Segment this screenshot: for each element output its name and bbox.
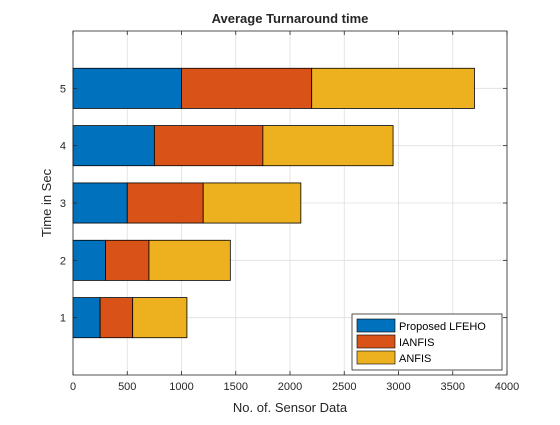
x-tick-label: 0 [70,381,76,393]
bar-anfis-2 [148,239,231,281]
bar-proposed-lfeho-4 [72,125,155,167]
y-tick-label: 1 [60,313,66,325]
bar-ianfis-4 [153,125,264,167]
bar-anfis-5 [311,67,475,109]
bar-proposed-lfeho-3 [72,182,128,224]
bar-ianfis-5 [181,67,313,109]
x-tick-label: 3000 [386,381,410,393]
bar-anfis-4 [262,125,394,167]
x-tick-label: 1500 [224,381,248,393]
y-tick-label: 2 [60,255,66,267]
legend-swatch [356,334,396,349]
legend-swatch [356,350,396,365]
y-tick-label: 5 [60,83,66,95]
x-tick-label: 4000 [495,381,519,393]
ticks: 0 500 1000 1500 2000 2500 3000 3500 4000 1 2 3 4 5 [60,31,519,393]
x-tick-label: 2000 [278,381,302,393]
legend: Proposed LFEHO IANFIS ANFIS [351,313,503,371]
legend-label: ANFIS [399,353,431,365]
y-tick-label: 3 [60,198,66,210]
bar-proposed-lfeho-1 [72,297,101,339]
x-tick-label: 1000 [169,381,193,393]
y-axis-label: Time in Sec [39,168,54,237]
legend-label: IANFIS [399,337,434,349]
bar-ianfis-2 [105,239,150,281]
bar-anfis-3 [202,182,302,224]
bars [72,67,475,339]
bar-ianfis-1 [99,297,134,339]
x-tick-label: 2500 [332,381,356,393]
bar-proposed-lfeho-5 [72,67,182,109]
bar-proposed-lfeho-2 [72,239,106,281]
legend-swatch [356,318,396,333]
chart-title: Average Turnaround time [212,11,369,26]
bar-ianfis-3 [126,182,204,224]
bar-anfis-1 [132,297,188,339]
x-axis-label: No. of. Sensor Data [233,400,348,415]
y-tick-label: 4 [60,141,66,153]
legend-label: Proposed LFEHO [399,321,486,333]
x-tick-label: 3500 [441,381,465,393]
x-tick-label: 500 [118,381,136,393]
